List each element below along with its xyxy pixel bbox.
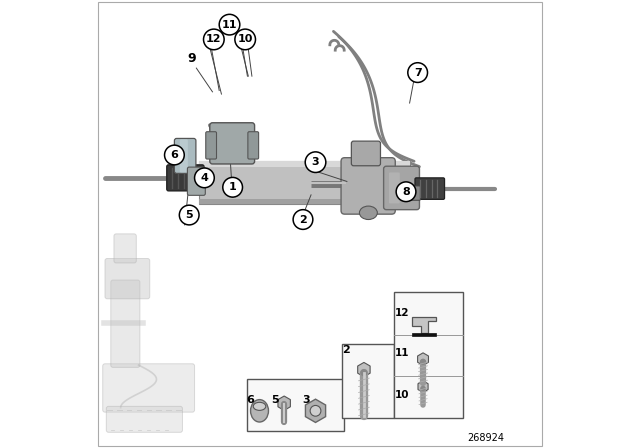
FancyBboxPatch shape xyxy=(351,141,380,166)
Text: 7: 7 xyxy=(414,68,422,78)
Bar xyxy=(412,332,436,336)
Text: 11: 11 xyxy=(221,20,237,30)
Text: 1: 1 xyxy=(228,182,237,192)
FancyBboxPatch shape xyxy=(111,280,140,367)
Circle shape xyxy=(164,145,184,165)
Polygon shape xyxy=(199,161,410,204)
Polygon shape xyxy=(199,199,410,204)
FancyBboxPatch shape xyxy=(188,167,205,195)
Text: 5: 5 xyxy=(186,210,193,220)
FancyBboxPatch shape xyxy=(341,158,396,214)
Bar xyxy=(394,292,463,418)
FancyBboxPatch shape xyxy=(210,123,255,164)
Circle shape xyxy=(408,63,428,82)
FancyBboxPatch shape xyxy=(102,364,195,412)
Circle shape xyxy=(420,359,426,365)
FancyBboxPatch shape xyxy=(248,132,259,159)
FancyBboxPatch shape xyxy=(389,172,400,203)
Circle shape xyxy=(219,14,240,35)
Text: 8: 8 xyxy=(402,187,410,197)
FancyBboxPatch shape xyxy=(174,138,196,173)
Text: 6: 6 xyxy=(170,150,179,160)
Text: 12: 12 xyxy=(395,308,409,318)
Circle shape xyxy=(360,369,367,376)
FancyBboxPatch shape xyxy=(409,186,420,200)
Circle shape xyxy=(204,29,224,50)
Circle shape xyxy=(305,152,326,172)
Text: 3: 3 xyxy=(303,395,310,405)
FancyBboxPatch shape xyxy=(415,178,445,199)
Text: 2: 2 xyxy=(342,345,350,355)
Text: 10: 10 xyxy=(395,390,409,400)
FancyBboxPatch shape xyxy=(105,258,150,299)
Text: 12: 12 xyxy=(206,34,221,44)
Polygon shape xyxy=(199,161,410,167)
Ellipse shape xyxy=(360,206,378,220)
FancyBboxPatch shape xyxy=(205,132,216,159)
FancyBboxPatch shape xyxy=(167,165,204,191)
Text: 2: 2 xyxy=(299,215,307,224)
Text: 6: 6 xyxy=(246,395,254,405)
Text: 3: 3 xyxy=(312,157,319,167)
FancyBboxPatch shape xyxy=(106,406,182,432)
Text: 5: 5 xyxy=(271,395,279,405)
FancyBboxPatch shape xyxy=(180,139,188,172)
Circle shape xyxy=(179,205,199,225)
Circle shape xyxy=(195,168,214,188)
Circle shape xyxy=(396,182,416,202)
Ellipse shape xyxy=(253,402,266,410)
Text: 4: 4 xyxy=(200,173,209,183)
Text: 10: 10 xyxy=(237,34,253,44)
Text: 11: 11 xyxy=(395,348,409,358)
Circle shape xyxy=(293,210,313,229)
Circle shape xyxy=(420,386,426,391)
Circle shape xyxy=(310,405,321,416)
FancyBboxPatch shape xyxy=(114,234,136,263)
Text: 9: 9 xyxy=(187,52,196,65)
Circle shape xyxy=(223,177,243,197)
Ellipse shape xyxy=(250,400,269,422)
Bar xyxy=(248,379,344,431)
Polygon shape xyxy=(412,317,436,332)
Text: 268924: 268924 xyxy=(467,433,504,443)
Bar xyxy=(342,344,394,418)
FancyBboxPatch shape xyxy=(383,166,419,210)
Circle shape xyxy=(235,29,255,50)
